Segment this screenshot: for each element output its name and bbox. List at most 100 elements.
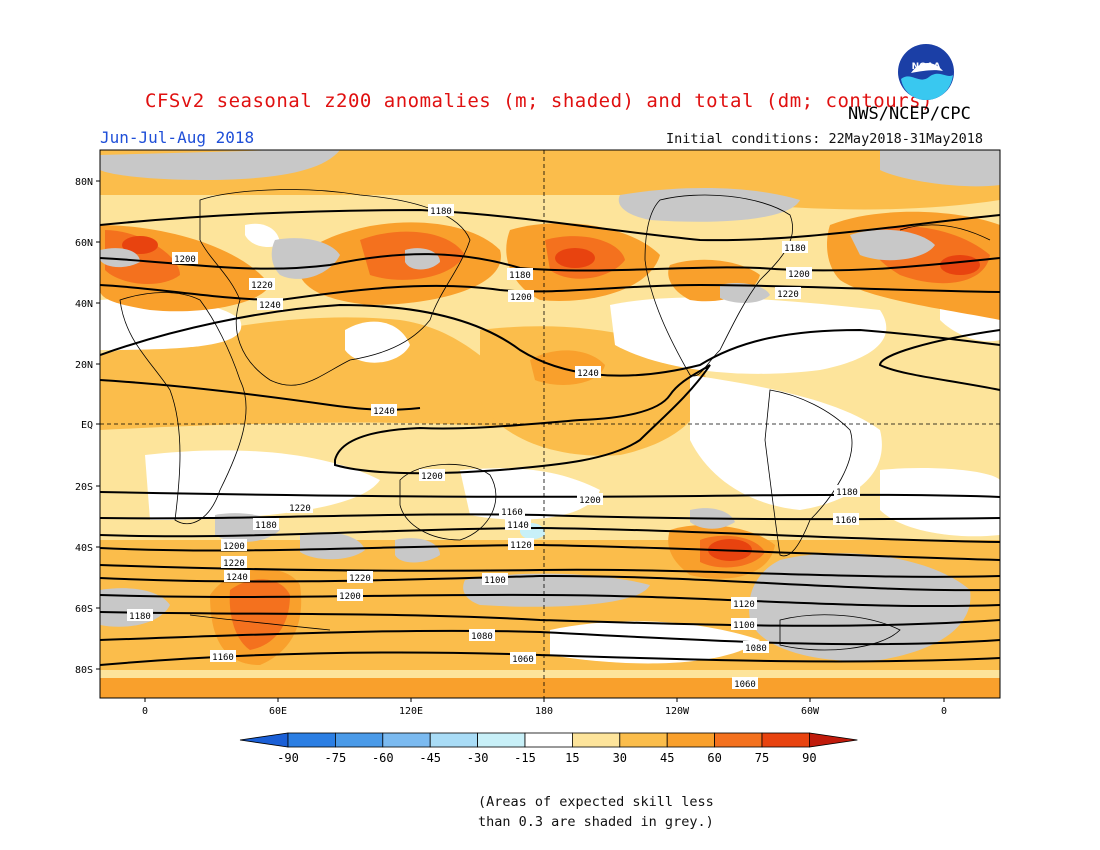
contour-label: 1160 [210,650,236,663]
svg-text:1060: 1060 [512,655,534,665]
colorbar-segment [429,732,479,748]
colorbar-segment [334,732,384,748]
colorbar-tick-label: 60 [707,751,721,765]
contour-label: 1220 [249,278,275,291]
svg-text:1180: 1180 [255,521,277,531]
contour-label: 1060 [510,652,536,665]
colorbar-tick-label: -45 [419,751,441,765]
svg-text:1240: 1240 [226,573,248,583]
colorbar-tick-label: 30 [613,751,627,765]
colorbar-tick-label: 75 [755,751,769,765]
lon-tick-label: 120E [399,706,423,717]
colorbar-segment [666,732,716,748]
colorbar-tick-label: 90 [802,751,816,765]
svg-text:NOAA: NOAA [912,62,941,72]
colorbar-tick-label: -90 [277,751,299,765]
contour-label: 1200 [221,539,247,552]
lat-tick-label: 60S [75,604,93,615]
contour-label: 1240 [575,366,601,379]
svg-text:1200: 1200 [510,293,532,303]
svg-text:1220: 1220 [251,281,273,291]
lat-tick-label: 80N [75,177,93,188]
colorbar-tick-label: -30 [467,751,489,765]
lat-tick-label: 40S [75,543,93,554]
svg-text:1200: 1200 [421,472,443,482]
contour-label: 1180 [507,268,533,281]
colorbar-tick-label: 15 [565,751,579,765]
contour-label: 1160 [499,505,525,518]
anomaly-shading [100,150,1000,698]
contour-label: 1180 [834,485,860,498]
lat-tick-label: 80S [75,665,93,676]
colorbar-arrow-right [809,732,858,748]
contour-label: 1140 [505,518,531,531]
colorbar-tick-label: 45 [660,751,674,765]
contour-label: 1200 [337,589,363,602]
colorbar-segment [477,732,526,748]
svg-text:1160: 1160 [212,653,234,663]
axis-labels: 80N 60N 40N 20N EQ 20S 40S 60S 80S 0 60E 120E 180 120… [75,177,947,717]
contour-label: 1200 [786,267,812,280]
svg-text:1240: 1240 [259,301,281,311]
svg-text:1240: 1240 [373,407,395,417]
agency-label: NWS/NCEP/CPC [848,104,971,124]
svg-text:1060: 1060 [734,680,756,690]
colorbar-arrow-left [239,732,289,748]
colorbar-tick-label: -75 [325,751,347,765]
svg-text:1220: 1220 [289,504,311,514]
contour-label: 1100 [482,573,508,586]
lon-tick-label: 0 [142,706,148,717]
lon-tick-label: 180 [535,706,553,717]
colorbar-tick-label: -60 [372,751,394,765]
svg-text:1220: 1220 [349,574,371,584]
colorbar-segment [382,732,431,748]
contour-label: 1080 [469,629,495,642]
contour-label: 1180 [428,204,454,217]
svg-text:1100: 1100 [733,621,755,631]
svg-text:1200: 1200 [174,255,196,265]
lon-tick-label: 0 [941,706,947,717]
svg-text:1220: 1220 [223,559,245,569]
contour-label: 1220 [775,287,801,300]
contour-label: 1180 [253,518,279,531]
contour-label: 1220 [287,501,313,514]
skill-note-line-2: than 0.3 are shaded in grey.) [478,814,714,830]
colorbar-segment [572,732,621,748]
lat-tick-label: 20N [75,360,93,371]
svg-text:1180: 1180 [509,271,531,281]
svg-text:1160: 1160 [501,508,523,518]
svg-text:1180: 1180 [430,207,452,217]
contour-label: 1220 [347,571,373,584]
lat-tick-label: 20S [75,482,93,493]
svg-text:1180: 1180 [129,612,151,622]
svg-text:1200: 1200 [339,592,361,602]
contour-label: 1200 [419,469,445,482]
lat-tick-label: 60N [75,238,93,249]
colorbar: -90 -75 -60 -45 -30 -15 15 30 45 60 75 90 [239,732,858,765]
contour-label: 1080 [743,641,769,654]
contour-label: 1180 [127,609,153,622]
svg-text:1200: 1200 [223,542,245,552]
colorbar-segment [287,732,336,748]
colorbar-segment [524,732,573,748]
colorbar-segment [761,732,810,748]
svg-text:1200: 1200 [579,496,601,506]
svg-text:1180: 1180 [836,488,858,498]
noaa-logo-icon: NOAA [898,44,954,100]
svg-text:1240: 1240 [577,369,599,379]
svg-text:1140: 1140 [507,521,529,531]
skill-note-line-1: (Areas of expected skill less [478,794,714,810]
contour-label: 1120 [508,538,534,551]
svg-text:1180: 1180 [784,244,806,254]
contour-labels: 1180 1200 1220 1240 1180 1200 1220 1240 1240 1200… [127,204,860,690]
colorbar-segment [619,732,668,748]
svg-text:1100: 1100 [484,576,506,586]
map-title: CFSv2 seasonal z200 anomalies (m; shaded… [145,90,933,112]
contour-label: 1180 [782,241,808,254]
svg-text:1120: 1120 [510,541,532,551]
contour-label: 1240 [371,404,397,417]
forecast-period: Jun-Jul-Aug 2018 [100,128,255,147]
svg-text:1220: 1220 [777,290,799,300]
svg-text:1080: 1080 [745,644,767,654]
